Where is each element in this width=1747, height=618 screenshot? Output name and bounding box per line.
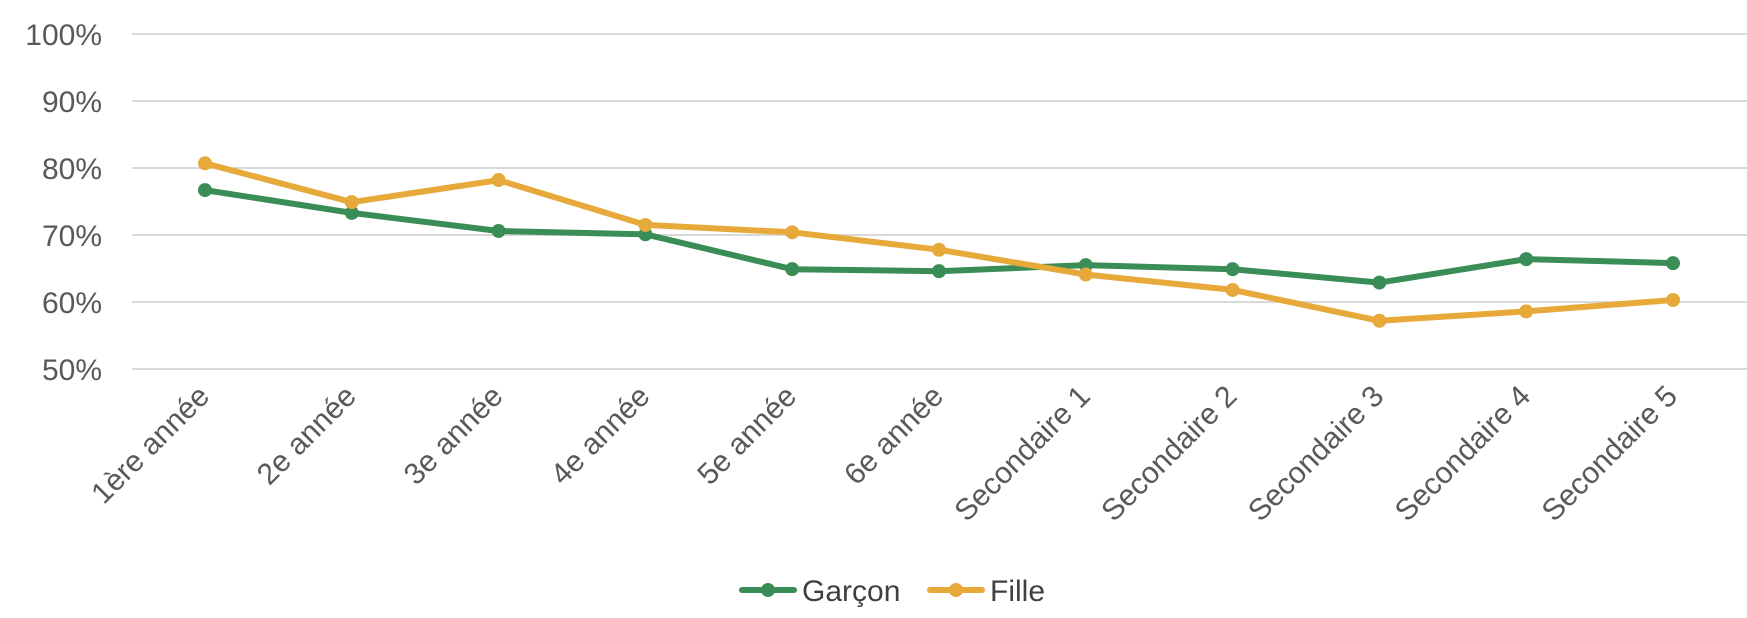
y-tick-label: 100%	[25, 19, 102, 52]
y-tick-label: 80%	[42, 153, 102, 186]
x-axis-ticks: 1ère année 2e année 3e année 4e année 5e ann…	[85, 380, 1684, 528]
legend-item-garcon: Garçon	[742, 575, 900, 608]
data-point-garcon	[1372, 276, 1386, 290]
y-tick-label: 50%	[42, 354, 102, 387]
data-point-fille	[1666, 293, 1680, 307]
series-line-fille	[205, 163, 1673, 320]
legend-label: Fille	[990, 575, 1045, 608]
data-point-garcon	[1226, 262, 1240, 276]
data-point-garcon	[1666, 256, 1680, 270]
data-point-fille	[638, 218, 652, 232]
data-point-fille	[1519, 304, 1533, 318]
data-point-fille	[492, 173, 506, 187]
y-tick-label: 60%	[42, 287, 102, 320]
y-tick-label: 90%	[42, 86, 102, 119]
data-point-garcon	[785, 262, 799, 276]
x-tick-label: Secondaire 2	[1095, 380, 1243, 528]
legend-marker	[761, 583, 775, 597]
x-tick-label: 5e année	[691, 380, 803, 492]
data-point-fille	[1226, 283, 1240, 297]
legend-label: Garçon	[802, 575, 900, 608]
legend: Garçon Fille	[742, 575, 1045, 608]
x-tick-label: 1ère année	[85, 380, 216, 511]
data-point-garcon	[932, 264, 946, 278]
x-tick-label: 2e année	[251, 380, 363, 492]
y-axis-ticks: 50% 60% 70% 80% 90% 100%	[25, 19, 102, 387]
data-point-fille	[198, 156, 212, 170]
data-point-fille	[932, 243, 946, 257]
x-tick-label: 3e année	[398, 380, 510, 492]
x-tick-label: Secondaire 3	[1242, 380, 1390, 528]
data-point-fille	[1372, 314, 1386, 328]
x-tick-label: 4e année	[545, 380, 657, 492]
series-garcon	[198, 183, 1680, 289]
x-tick-label: Secondaire 5	[1536, 380, 1684, 528]
x-tick-label: 6e année	[838, 380, 950, 492]
y-tick-label: 70%	[42, 220, 102, 253]
legend-marker	[949, 583, 963, 597]
data-point-garcon	[198, 183, 212, 197]
data-point-fille	[345, 195, 359, 209]
x-tick-label: Secondaire 4	[1389, 380, 1537, 528]
x-tick-label: Secondaire 1	[948, 380, 1096, 528]
legend-item-fille: Fille	[930, 575, 1045, 608]
data-point-garcon	[1519, 252, 1533, 266]
data-point-garcon	[492, 224, 506, 238]
data-point-fille	[785, 225, 799, 239]
data-point-fille	[1079, 268, 1093, 282]
